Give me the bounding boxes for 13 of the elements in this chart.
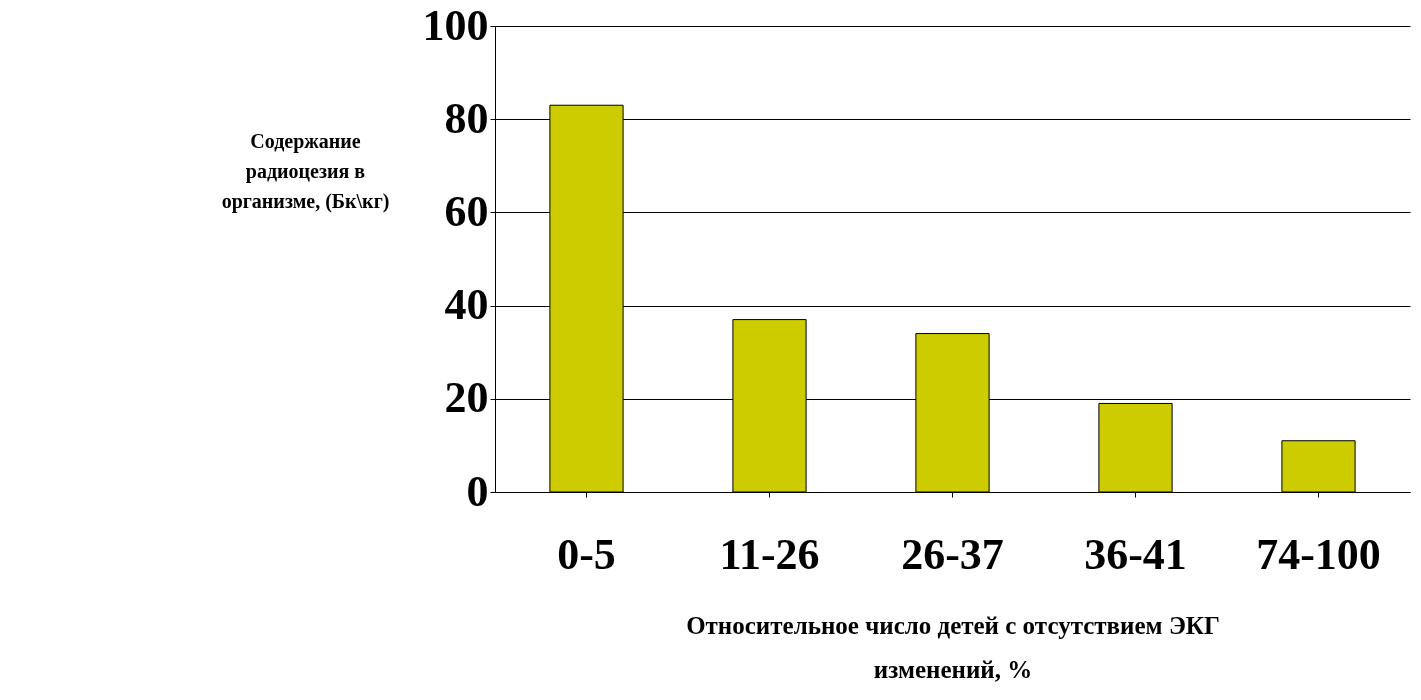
x-tick-label: 0-5	[557, 529, 616, 579]
x-tick-label: 26-37	[901, 529, 1004, 579]
x-tick-label: 11-26	[719, 529, 820, 579]
y-tick-label: 60	[444, 186, 489, 236]
y-tick-label: 100	[422, 0, 489, 50]
x-tick-label: 36-41	[1084, 529, 1187, 579]
y-tick-label: 40	[444, 280, 489, 330]
y-tick-label: 80	[444, 93, 489, 143]
y-axis-title: Содержание радиоцезия в организме, (Бк\кг)	[221, 129, 390, 213]
x-axis-title: Относительное число детей с отсутствием ЭКГ изменений, %	[686, 611, 1220, 683]
y-tick-label: 20	[444, 373, 489, 423]
y-tick-label: 0	[466, 466, 489, 516]
x-tick-label: 74-100	[1256, 529, 1381, 579]
